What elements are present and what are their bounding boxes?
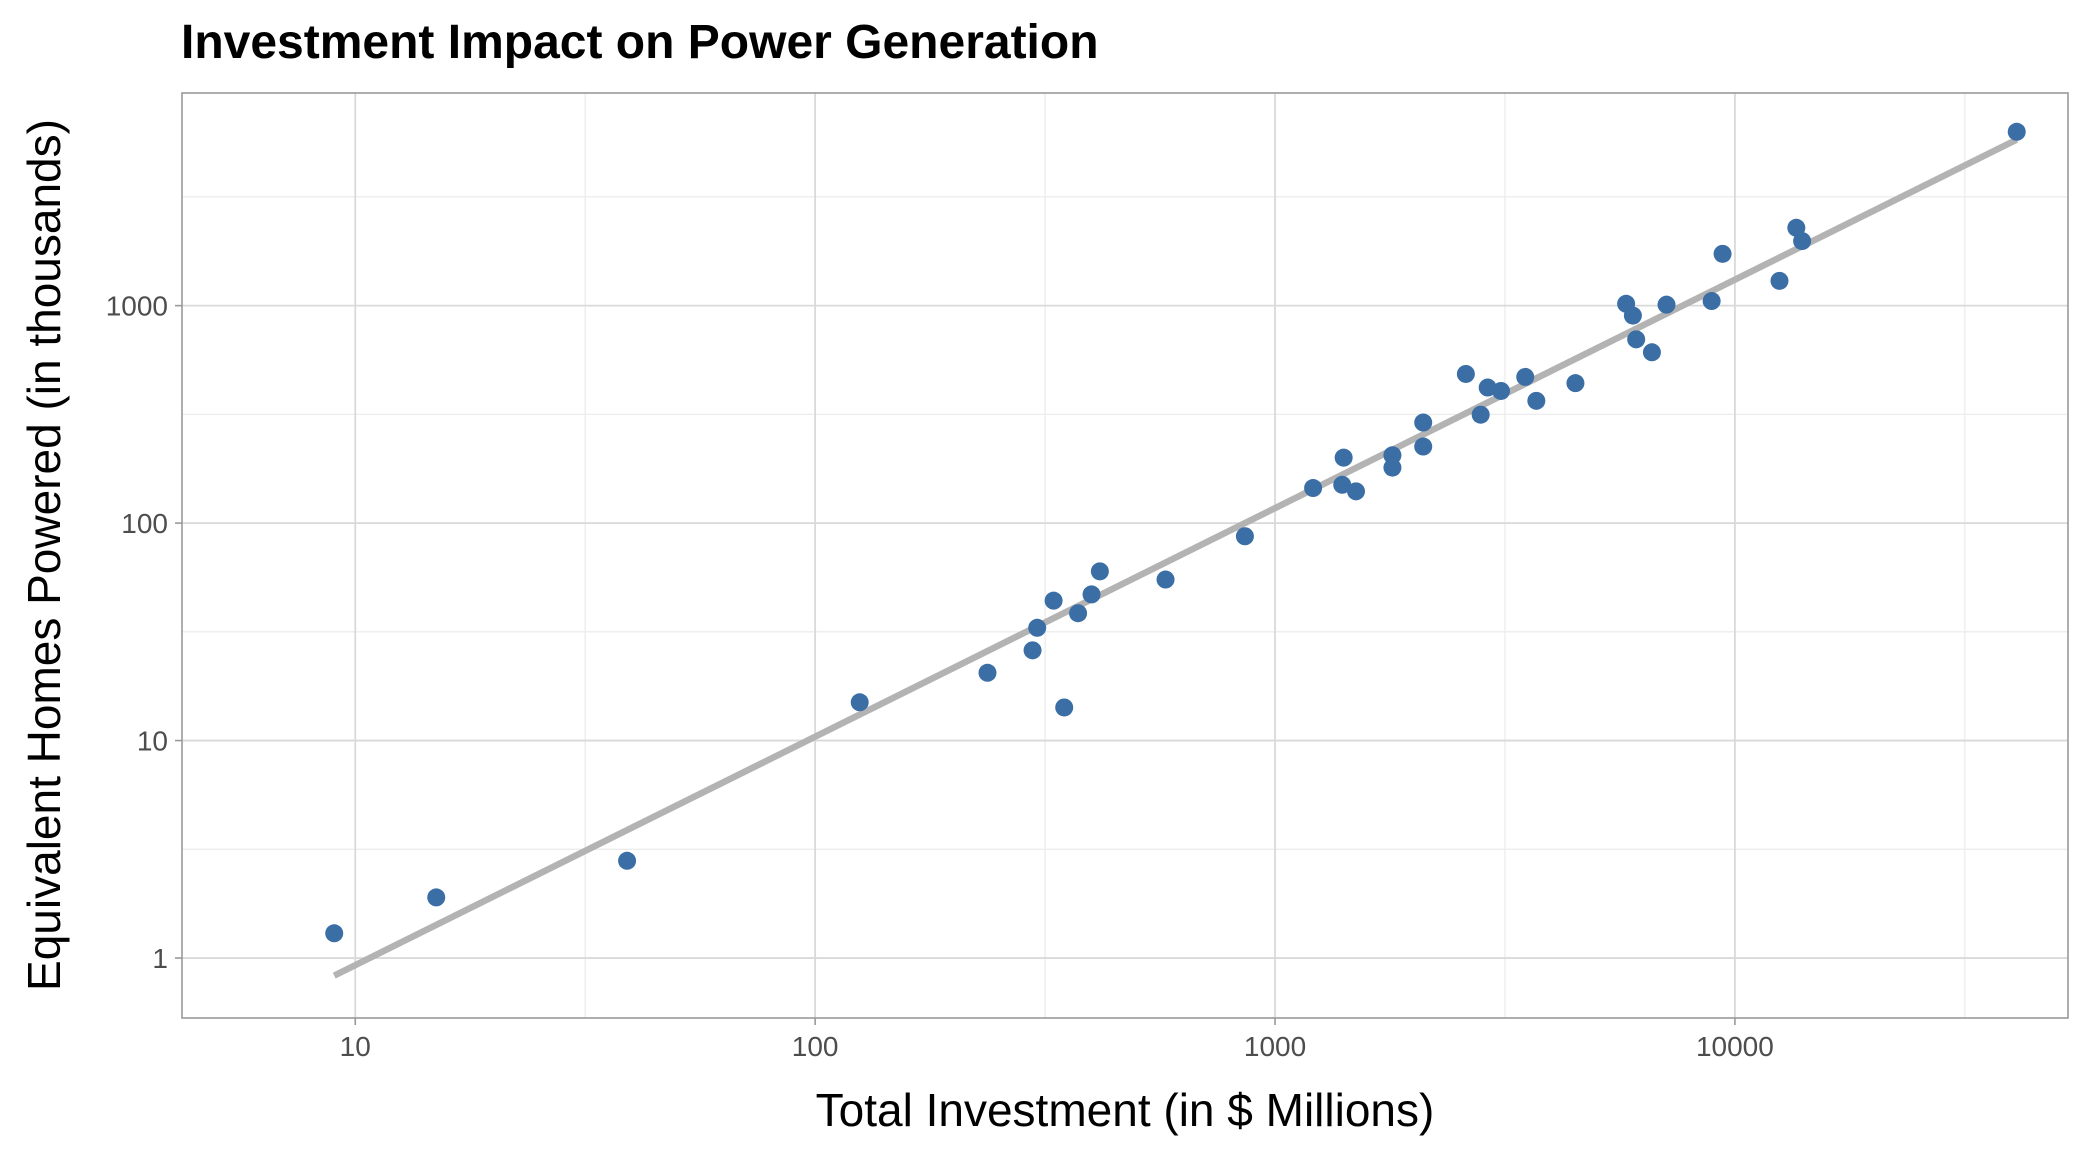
data-point: [325, 924, 344, 943]
data-point: [1156, 570, 1175, 589]
plot-background: [182, 93, 2068, 1018]
data-points: [325, 122, 2026, 943]
x-tick-label: 100: [792, 1031, 839, 1062]
x-tick-label: 10: [340, 1031, 371, 1062]
data-point: [1456, 364, 1475, 383]
data-point: [1055, 698, 1074, 717]
data-point: [1471, 405, 1490, 424]
x-tick-label: 1000: [1244, 1031, 1306, 1062]
data-point: [1627, 330, 1646, 349]
data-point: [1702, 292, 1721, 311]
data-point: [1333, 475, 1352, 494]
data-point: [1527, 391, 1546, 410]
data-point: [1492, 381, 1511, 400]
plot-border: [181, 92, 2069, 1019]
data-point: [1082, 585, 1101, 604]
data-point: [1642, 343, 1661, 362]
data-point: [1235, 527, 1254, 546]
data-point: [850, 693, 869, 712]
data-point: [1028, 618, 1047, 637]
y-tick-label: 100: [121, 508, 168, 539]
y-tick-label: 1000: [106, 291, 168, 322]
data-point: [1023, 641, 1042, 660]
minor-gridlines: [182, 93, 2068, 1018]
data-point: [1090, 562, 1109, 581]
data-point: [1657, 295, 1676, 314]
y-axis-ticks: 1 10 100 1000: [106, 291, 182, 974]
data-point: [1069, 604, 1088, 623]
y-tick-label: 1: [152, 943, 168, 974]
data-point: [1414, 437, 1433, 456]
data-point: [2007, 122, 2026, 141]
data-point: [1383, 446, 1402, 465]
y-tick-label: 10: [137, 726, 168, 757]
data-point: [1623, 306, 1642, 325]
y-axis-title: Equivalent Homes Powered (in thousands): [18, 119, 70, 991]
trend-line-layer: [332, 136, 2019, 979]
x-tick-label: 10000: [1696, 1031, 1774, 1062]
x-axis-title: Total Investment (in $ Millions): [816, 1084, 1435, 1136]
data-point: [1044, 591, 1063, 610]
data-point: [978, 663, 997, 682]
data-point: [1304, 479, 1323, 498]
data-point: [1516, 367, 1535, 386]
trend-line: [332, 136, 2019, 979]
major-gridlines: [182, 93, 2068, 1018]
data-point: [1414, 413, 1433, 432]
data-point: [1347, 482, 1366, 501]
chart-title: Investment Impact on Power Generation: [181, 16, 1099, 69]
data-point: [1793, 232, 1812, 251]
data-point: [618, 851, 637, 870]
data-point: [427, 888, 446, 907]
data-point: [1770, 271, 1789, 290]
data-point: [1334, 448, 1353, 467]
data-point: [1713, 244, 1732, 263]
x-axis-ticks: 10 100 1000 10000: [340, 1018, 1774, 1062]
data-point: [1566, 374, 1585, 393]
